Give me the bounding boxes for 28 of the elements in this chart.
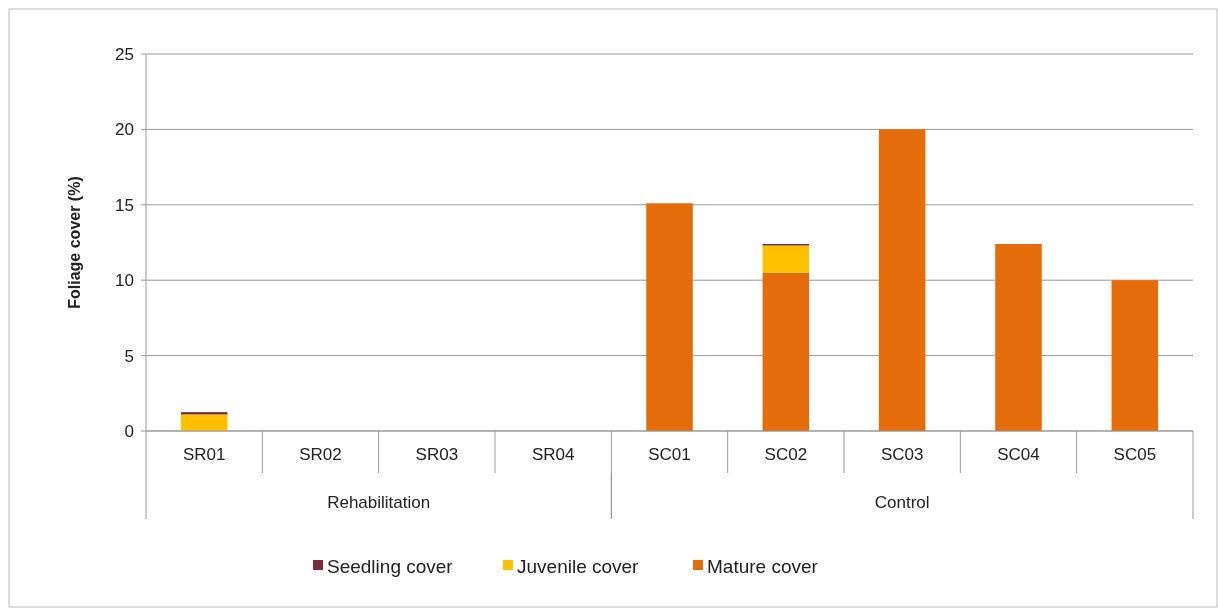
bar [1111,280,1159,431]
bar [878,129,926,431]
bar [762,272,810,431]
x-tick-label: SC01 [648,445,691,464]
y-tick-label: 25 [115,44,134,64]
x-tick-label: SC03 [880,445,924,464]
legend-label: Mature cover [707,555,819,577]
x-tick-label: SR02 [299,445,342,464]
bar [646,203,693,431]
y-tick-label: 20 [115,120,134,140]
legend-label: Juvenile cover [517,555,640,577]
y-tick-label: 0 [124,421,134,441]
x-tick-label: SC04 [997,445,1040,464]
y-axis-title: Foliage cover (%) [66,176,83,309]
y-tick-label: 10 [115,271,134,291]
legend-label: Seedling cover [327,555,454,577]
x-tick-label: SR01 [182,445,226,464]
text: Control [874,493,930,512]
y-tick-label: 5 [124,346,134,366]
bar [180,414,228,431]
text: Rehabilitation [327,493,431,512]
y-tick-label: 15 [115,195,134,215]
x-tick-label: SR03 [415,445,459,464]
x-tick-label: SC05 [1113,445,1157,464]
x-tick-label: SC02 [764,445,808,464]
bar [995,244,1042,431]
x-tick-label: SR04 [531,445,575,464]
bar [762,245,810,273]
